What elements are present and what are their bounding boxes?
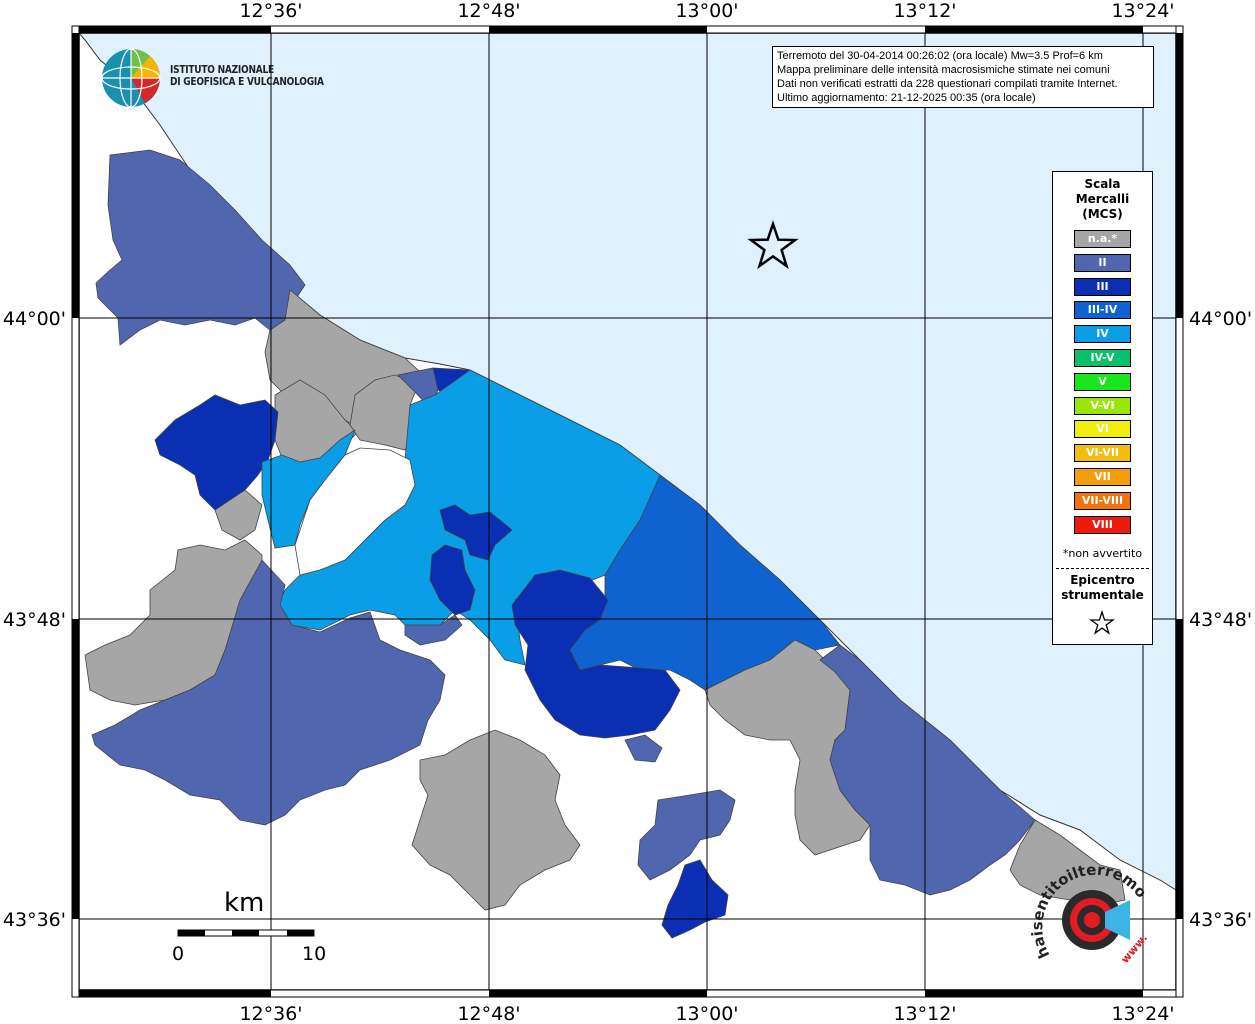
event-info-box: Terremoto del 30-04-2014 00:26:02 (ora l… [772,46,1154,108]
lat-labels-left: 44°00' 43°48' 43°36' [3,308,66,931]
lon-tick-label: 13°24' [1111,1003,1174,1024]
lon-labels-bottom: 12°36' 12°48' 13°00' 13°12' 13°24' [239,1003,1174,1024]
legend-note: *non avvertito [1062,547,1143,560]
map-frame [71,25,1184,998]
legend-item: IV-V [1074,349,1131,367]
map-area [77,32,1177,991]
event-info-line: Dati non verificati estratti da 228 ques… [777,78,1118,90]
institute-line: ISTITUTO NAZIONALE [170,63,274,76]
legend-epicentre-line: strumentale [1061,588,1144,602]
legend-item: II [1074,253,1131,272]
lat-tick-label: 44°00' [1189,308,1252,330]
legend-item: III [1074,277,1131,296]
legend-title: Scala Mercalli (MCS) [1053,177,1152,222]
lon-tick-label: 13°12' [893,0,956,22]
legend-item: VI-VII [1074,444,1131,463]
scale-label-end: 10 [302,943,327,965]
lat-tick-label: 43°48' [3,609,66,631]
region-II-south-small [624,734,663,763]
legend-item: VIII [1074,515,1131,534]
lon-tick-label: 12°48' [457,1003,520,1024]
event-info-line: Terremoto del 30-04-2014 00:26:02 (ora l… [777,50,1103,62]
lon-tick-label: 13°00' [675,0,738,22]
legend-item: V [1074,372,1131,391]
region-III-south [511,569,681,739]
legend-title-line: Scala [1084,177,1121,191]
lat-tick-label: 44°00' [3,308,66,330]
lon-tick-label: 13°00' [675,1003,738,1024]
legend-divider [1056,568,1149,569]
scale-label-start: 0 [172,943,185,965]
legend-item: III-IV [1074,301,1131,320]
region-na-south [411,729,581,911]
institute-name: ISTITUTO NAZIONALE DI GEOFISICA E VULCAN… [170,64,324,88]
region-II-mid-small [404,614,463,646]
scale-unit: km [224,888,265,918]
legend-item: V-VI [1074,396,1131,415]
lon-labels-top: 12°36' 12°48' 13°00' 13°12' 13°24' [239,0,1174,22]
event-info-line: Ultimo aggiornamento: 21-12-2025 00:35 (… [777,92,1036,104]
legend-item: VII-VIII [1074,491,1131,510]
lat-tick-label: 43°36' [3,909,66,931]
legend-epicentre-label: Epicentro strumentale [1053,573,1152,603]
legend-title-line: Mercalli [1075,192,1130,206]
scale-bar [177,929,315,937]
legend-item: IV [1074,325,1131,344]
site-logo-prefix: www. [1118,932,1150,966]
lat-labels-right: 44°00' 43°48' 43°36' [1189,308,1252,931]
mcs-legend: Scala Mercalli (MCS) *non avvertito Epic… [1052,171,1153,645]
lon-tick-label: 12°36' [239,1003,302,1024]
legend-title-line: (MCS) [1082,207,1123,221]
lon-tick-label: 13°12' [893,1003,956,1024]
lon-tick-label: 13°24' [1111,0,1174,22]
legend-star-icon [1089,610,1115,635]
legend-item: VI [1074,420,1131,439]
lat-tick-label: 43°36' [1189,909,1252,931]
lon-tick-label: 12°48' [457,0,520,22]
lat-tick-label: 43°48' [1189,609,1252,631]
institute-logo-icon [101,48,161,108]
legend-epicentre-line: Epicentro [1070,573,1135,587]
region-III-central-b [429,544,476,616]
legend-item: VII [1074,468,1131,486]
region-unrated-central [294,447,416,576]
region-II-east [819,644,1036,896]
institute-line: DI GEOFISICA E VULCANOLOGIA [170,75,324,88]
lon-tick-label: 12°36' [239,0,302,22]
site-logo: haisentitoilterremoto.it www. [1030,860,1151,966]
region-na-west-small [214,489,263,541]
region-II-northwest [95,149,306,346]
event-info-line: Mappa preliminare delle intensità macros… [777,64,1110,76]
region-II-south-a [637,789,736,881]
region-III-central-a [439,504,513,561]
region-II-southwest [91,559,446,826]
legend-item: n.a.* [1074,230,1131,248]
epicentre-star-icon [747,220,799,270]
